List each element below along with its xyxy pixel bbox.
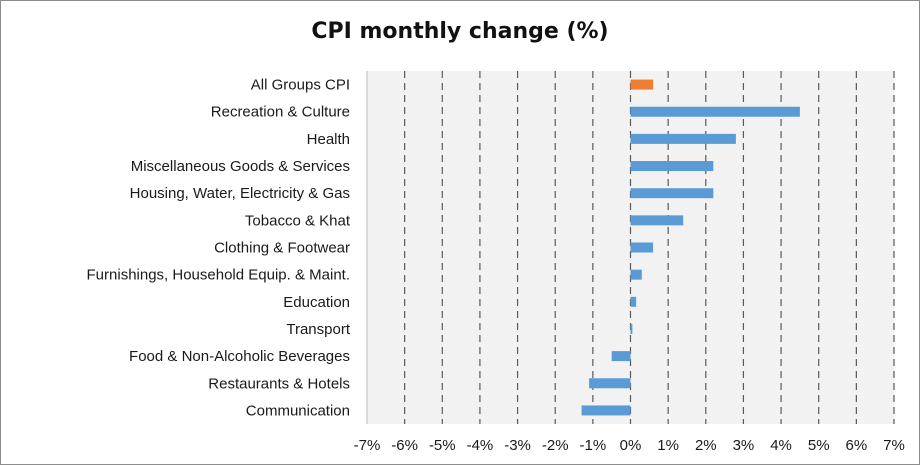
x-tick-label: 2% xyxy=(695,437,717,454)
chart-title: CPI monthly change (%) xyxy=(311,19,609,44)
x-tick-label: 6% xyxy=(846,437,868,454)
bar xyxy=(630,106,800,117)
x-tick-label: 5% xyxy=(808,437,830,454)
bar xyxy=(630,296,637,307)
x-tick-label: 3% xyxy=(733,437,755,454)
category-label: Communication xyxy=(246,402,350,419)
category-label: Education xyxy=(283,294,350,311)
category-label: Miscellaneous Goods & Services xyxy=(131,158,350,175)
bar xyxy=(630,242,654,253)
x-tick-label: 7% xyxy=(883,437,905,454)
bar xyxy=(630,269,642,280)
category-label: Housing, Water, Electricity & Gas xyxy=(130,185,350,202)
x-tick-label: -5% xyxy=(429,437,456,454)
category-label: Clothing & Footwear xyxy=(214,240,350,257)
x-tick-label: 4% xyxy=(770,437,792,454)
x-tick-label: -1% xyxy=(580,437,607,454)
x-tick-label: -3% xyxy=(504,437,531,454)
x-tick-label: -6% xyxy=(391,437,418,454)
x-tick-label: 1% xyxy=(657,437,679,454)
category-label: Furnishings, Household Equip. & Maint. xyxy=(87,267,350,284)
x-tick-label: -7% xyxy=(354,437,381,454)
category-label: Restaurants & Hotels xyxy=(208,375,350,392)
bar xyxy=(611,351,631,362)
bar xyxy=(630,188,714,199)
category-label: All Groups CPI xyxy=(251,77,350,94)
category-label: Tobacco & Khat xyxy=(245,212,351,229)
category-label: Transport xyxy=(286,321,350,338)
x-tick-label: -2% xyxy=(542,437,569,454)
bar xyxy=(630,323,633,334)
category-label: Food & Non-Alcoholic Beverages xyxy=(129,348,350,365)
category-label: Health xyxy=(307,131,350,148)
x-tick-label: 0% xyxy=(620,437,642,454)
x-tick-label: -4% xyxy=(467,437,494,454)
bar xyxy=(581,405,631,416)
bar xyxy=(630,133,736,144)
bar xyxy=(630,79,654,90)
bar xyxy=(630,215,684,226)
category-label: Recreation & Culture xyxy=(211,104,350,121)
bar xyxy=(630,161,714,172)
bar xyxy=(589,378,631,389)
